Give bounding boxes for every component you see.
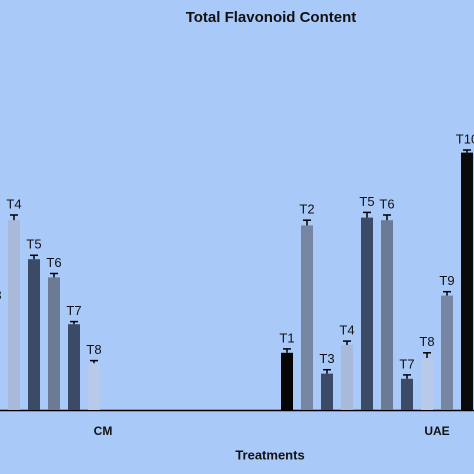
bar <box>441 295 453 410</box>
x-axis-title: Treatments <box>235 447 304 462</box>
bar-label: T10 <box>456 131 474 146</box>
bar <box>361 217 373 410</box>
bar <box>88 363 100 410</box>
bar <box>341 345 353 410</box>
bar-label: T5 <box>26 237 41 252</box>
bar-label: T2 <box>299 202 314 217</box>
bar-label: T4 <box>6 196 21 211</box>
bar <box>28 259 40 410</box>
bar <box>421 358 433 410</box>
bar-label: T5 <box>359 194 374 209</box>
bar <box>281 352 293 410</box>
bar-label: T7 <box>66 303 81 318</box>
bar <box>461 152 473 410</box>
bar-label: T1 <box>279 330 294 345</box>
bar <box>381 220 393 410</box>
chart-title: Total Flavonoid Content <box>186 9 357 26</box>
bar <box>48 277 60 410</box>
bar-label: T6 <box>379 196 394 211</box>
bar <box>68 324 80 410</box>
bar <box>321 373 333 410</box>
bar <box>401 378 413 410</box>
x-tick-label: UAE <box>424 424 449 438</box>
bar <box>8 220 20 410</box>
bar-label: T8 <box>86 342 101 357</box>
bar-label: T6 <box>46 255 61 270</box>
bar-label: T9 <box>439 273 454 288</box>
bar-label: T3 <box>0 287 2 302</box>
bar-label: T4 <box>339 323 354 338</box>
bar-label: T7 <box>399 356 414 371</box>
x-tick-label: CM <box>94 424 113 438</box>
bar-label: T8 <box>419 334 434 349</box>
bar-label: T3 <box>319 351 334 366</box>
bar <box>301 225 313 410</box>
